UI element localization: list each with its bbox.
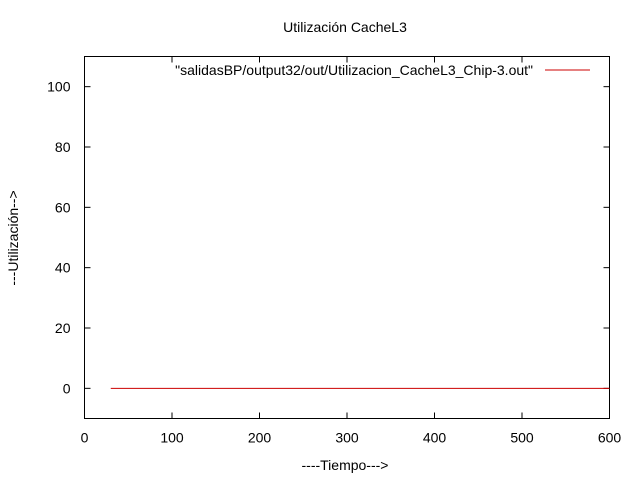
y-axis-label: ---Utilización--> [5, 190, 21, 285]
plot-frame [84, 56, 610, 419]
x-axis-label: ----Tiempo---> [302, 457, 389, 473]
y-tick-label: 100 [47, 79, 71, 95]
legend-label: "salidasBP/output32/out/Utilizacion_Cach… [175, 62, 533, 78]
y-tick-label: 80 [55, 139, 71, 155]
x-tick-label: 500 [510, 430, 534, 446]
x-tick-label: 200 [248, 430, 272, 446]
y-tick-label: 60 [55, 199, 71, 215]
legend: "salidasBP/output32/out/Utilizacion_Cach… [175, 62, 590, 78]
y-tick-label: 0 [63, 380, 71, 396]
x-tick-label: 400 [423, 430, 447, 446]
x-tick-label: 600 [598, 430, 622, 446]
x-tick-label: 300 [335, 430, 359, 446]
y-tick-label: 20 [55, 320, 71, 336]
x-axis: 0 100 200 300 400 500 600 [81, 56, 622, 446]
chart-title: Utilización CacheL3 [283, 19, 407, 35]
y-tick-label: 40 [55, 260, 71, 276]
y-axis: 0 20 40 60 80 100 [47, 79, 610, 396]
x-tick-label: 0 [81, 430, 89, 446]
x-tick-label: 100 [160, 430, 184, 446]
